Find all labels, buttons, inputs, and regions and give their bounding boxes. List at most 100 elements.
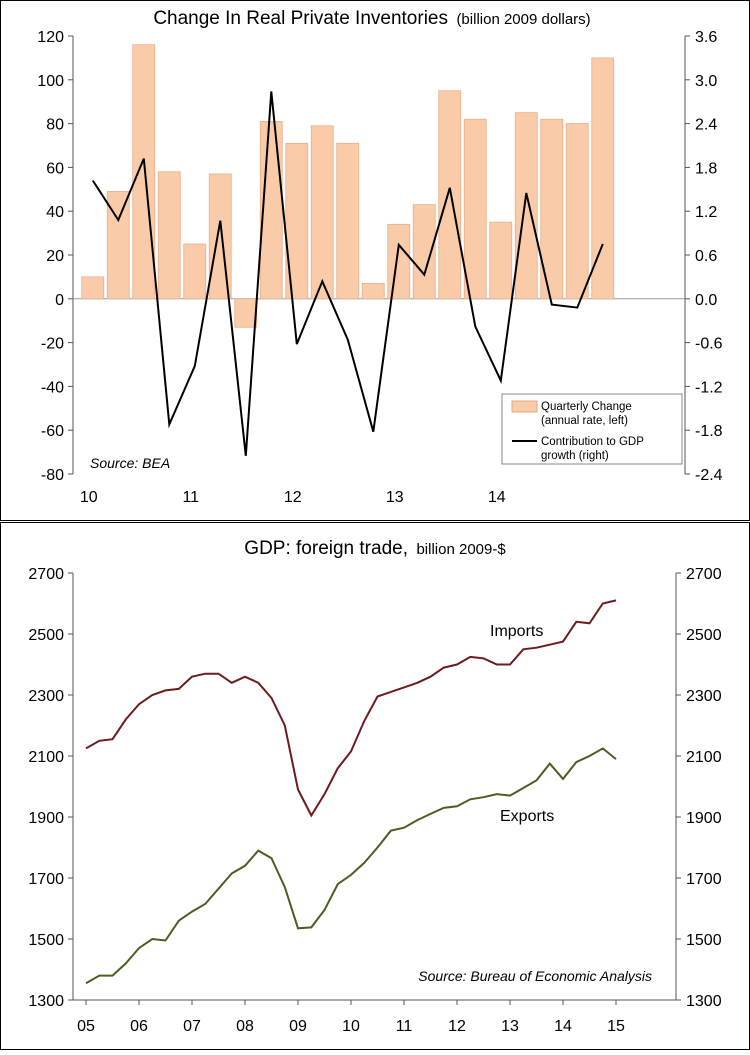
inventory-bar [208,173,232,300]
x-tick-label: 12 [284,489,302,506]
right-tick-label: -1.2 [695,379,723,396]
legend-line-label-2: growth (right) [541,450,609,462]
x-tick-label: 07 [183,1018,201,1035]
left-tick-label: 2500 [28,627,64,644]
inventory-bar [336,142,360,300]
right-tick-label: 0.0 [695,292,717,309]
inventory-bar [361,283,385,300]
gdp-contribution-line [91,91,604,456]
inventory-bar [591,57,615,300]
inventory-bar [183,243,207,300]
x-tick-label: 13 [501,1018,519,1035]
right-tick-label: 1.8 [695,160,717,177]
inventory-bar [565,123,589,300]
foreign-trade-chart: GDP: foreign trade, billion 2009-$ 27002… [0,522,750,1050]
inventory-bar [489,221,513,300]
right-tick-label: 2500 [686,627,722,644]
imports-line [85,599,617,818]
left-tick-label: 2700 [28,566,64,583]
line-series-group [85,599,617,985]
left-tick-label: -80 [41,467,64,484]
left-tick-label: 2100 [28,749,64,766]
inventory-bar [285,142,309,300]
legend: Quarterly Change (annual rate, left) Con… [501,393,683,465]
right-tick-label: 2100 [686,749,722,766]
right-tick-label: 1900 [686,810,722,827]
right-tick-label: 1700 [686,871,722,888]
left-tick-label: 60 [46,160,64,177]
left-tick-label: 20 [46,248,64,265]
x-tick-label: 10 [80,489,98,506]
left-axis-ticks: 120 100 80 60 40 20 0 -20 -40 -60 -80 [37,29,73,484]
panel-border [0,522,750,1050]
right-tick-label: -0.6 [695,336,723,353]
line-series [91,91,604,456]
left-tick-label: 120 [37,29,64,46]
foreign-trade-chart-panel: GDP: foreign trade, billion 2009-$ 2700 2… [0,522,750,1050]
inventory-bar [463,118,487,300]
right-axis-ticks: 3.6 3.0 2.4 1.8 1.2 0.6 0.0 -0.6 -1.2 -1.8 -2.4 [685,29,723,484]
left-tick-label: -40 [41,379,64,396]
left-tick-label: 1300 [28,993,64,1010]
left-tick-label: 1500 [28,932,64,949]
legend-bar-label-2: (annual rate, left) [541,415,628,427]
chart-title: GDP: foreign trade, billion 2009-$ [244,538,506,559]
exports-line [85,747,617,985]
right-tick-label: 3.6 [695,29,717,46]
inventories-chart-panel: Change In Real Private Inventories (bill… [0,0,750,521]
inventory-bar [157,171,181,300]
legend-line-label-1: Contribution to GDP [541,436,644,448]
inventory-bar [106,191,130,300]
source-note: Source: BEA [90,455,170,471]
right-tick-label: 1500 [686,932,722,949]
legend-bar-swatch [511,400,538,413]
left-tick-label: 0 [55,292,64,309]
right-tick-label: 0.6 [695,248,717,265]
right-tick-label: 1300 [686,993,722,1010]
right-tick-label: 2700 [686,566,722,583]
source-note: Source: Bureau of Economic Analysis [418,968,652,984]
left-tick-label: 2300 [28,688,64,705]
left-axis-ticks: 2700 2500 2300 2100 1900 1700 1500 1300 [28,566,73,1010]
exports-label: Exports [500,808,554,825]
right-tick-label: -2.4 [695,467,723,484]
inventory-bar [81,276,105,300]
right-tick-label: 2300 [686,688,722,705]
left-tick-label: 1900 [28,810,64,827]
inventory-bar [234,298,258,328]
inventory-bar [387,223,411,300]
imports-label: Imports [490,623,543,640]
x-axis-ticks: 05 06 07 08 09 10 11 12 13 14 15 [77,1000,625,1035]
x-tick-label: 15 [607,1018,625,1035]
inventory-bar [438,90,462,300]
left-tick-label: -20 [41,336,64,353]
x-tick-label: 14 [554,1018,572,1035]
left-tick-label: 80 [46,117,64,134]
inventory-bar [132,44,156,300]
x-tick-label: 11 [396,1018,413,1035]
x-tick-label: 08 [236,1018,254,1035]
x-axis-ticks: 10 11 12 13 14 [80,489,506,506]
left-tick-label: 1700 [28,871,64,888]
x-tick-label: 13 [386,489,404,506]
legend-bar-label-1: Quarterly Change [541,401,632,413]
right-axis-ticks: 2700 2500 2300 2100 1900 1700 1500 1300 [676,566,722,1010]
x-tick-label: 11 [182,489,199,506]
x-tick-label: 10 [342,1018,360,1035]
x-tick-label: 09 [289,1018,307,1035]
right-tick-label: 1.2 [695,204,717,221]
x-tick-label: 12 [448,1018,466,1035]
inventory-bar [540,118,564,300]
inventory-bar [310,125,334,300]
plot-frame [72,573,677,1001]
left-tick-label: 100 [37,73,64,90]
inventory-bar [514,112,538,300]
inventories-chart: Change In Real Private Inventories (bill… [0,0,750,521]
left-tick-label: -60 [41,423,64,440]
inventory-bar [412,204,436,300]
chart-title: Change In Real Private Inventories (bill… [153,8,590,29]
right-tick-label: 2.4 [695,117,717,134]
right-tick-label: -1.8 [695,423,723,440]
left-tick-label: 40 [46,204,64,221]
x-tick-label: 14 [488,489,506,506]
